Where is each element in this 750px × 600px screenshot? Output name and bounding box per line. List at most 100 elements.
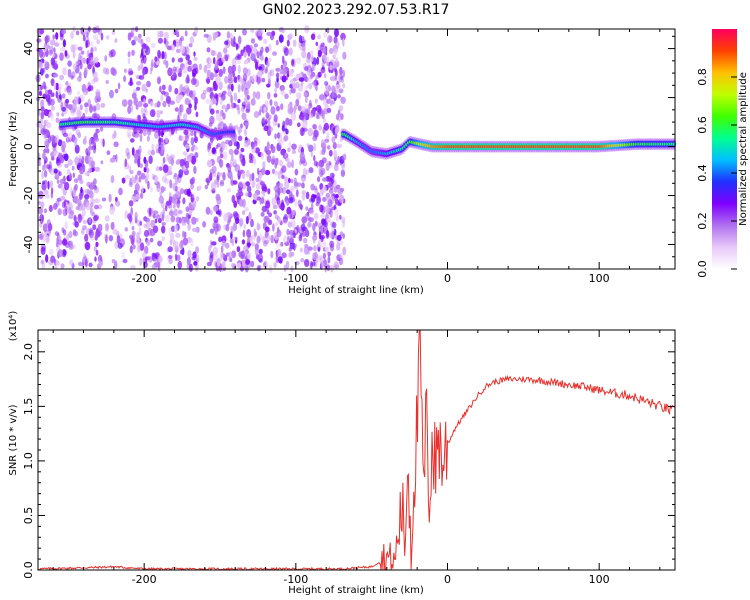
spectrogram-cell xyxy=(202,89,207,95)
spectrogram-cell xyxy=(341,216,346,224)
spectrogram-cell xyxy=(185,206,190,212)
spectrogram-cell xyxy=(289,32,294,38)
spectrogram-cell xyxy=(321,62,325,68)
spectrogram-cell xyxy=(205,206,211,215)
spectrogram-cell xyxy=(158,195,165,204)
spectrogram-cell xyxy=(62,208,68,217)
spectrogram-cell xyxy=(173,65,176,72)
spectrogram-cell xyxy=(40,111,45,120)
spectrogram-cell xyxy=(53,203,58,210)
spectrogram-cell xyxy=(130,235,136,245)
spectrogram-cell xyxy=(203,65,208,73)
y-tick-label: 0.5 xyxy=(22,507,35,525)
spectrogram-cell xyxy=(135,194,141,201)
spectrogram-cell xyxy=(56,162,63,168)
spectrogram-cell xyxy=(312,234,318,241)
spectrogram-cell xyxy=(45,63,48,69)
spectrogram-cell xyxy=(41,164,46,171)
spectrogram-cell xyxy=(165,214,170,223)
y-tick-label: -20 xyxy=(22,187,35,205)
spectrogram-cell xyxy=(280,28,286,34)
spectrogram-cell xyxy=(211,241,217,246)
spectrogram-cell xyxy=(175,48,181,54)
spectrogram-cell xyxy=(331,91,335,100)
spectrogram-cell xyxy=(161,236,166,242)
x-tick-label: -200 xyxy=(132,272,157,285)
spectrogram-cell xyxy=(209,172,213,181)
spectrogram-cell xyxy=(175,160,180,165)
spectrogram-cell xyxy=(309,198,314,203)
spectrogram-cell xyxy=(292,230,296,239)
spectrogram-cell xyxy=(265,66,269,71)
spectrogram-cell xyxy=(170,232,175,242)
spectrogram-cell xyxy=(182,113,188,120)
spectrogram-cell xyxy=(312,124,317,130)
spectrogram-cell xyxy=(60,46,66,52)
spectrogram-cell xyxy=(63,153,69,162)
spectrogram-cell xyxy=(74,144,80,154)
spectrogram-cell xyxy=(90,235,94,242)
spectrogram-cell xyxy=(138,175,142,183)
spectrogram-cell xyxy=(131,49,135,56)
spectrogram-cell xyxy=(244,122,249,128)
spectrogram-cell xyxy=(92,113,97,118)
spectrogram-cell xyxy=(329,208,333,218)
spectrogram-cell xyxy=(326,218,331,223)
spectrogram-cell xyxy=(62,229,67,236)
spectrogram-cell xyxy=(58,83,63,90)
spectrogram-cell xyxy=(131,39,136,46)
spectrogram-cell xyxy=(55,117,60,123)
spectrogram-cell xyxy=(81,155,85,165)
spectrogram-cell xyxy=(62,249,67,256)
spectrogram-cell xyxy=(67,88,73,96)
spectrogram-cell xyxy=(61,93,66,99)
spectrogram-cell xyxy=(51,92,55,97)
spectrogram-cell xyxy=(212,73,218,78)
spectrogram-cell xyxy=(219,97,223,105)
spectrogram-cell xyxy=(43,60,48,68)
spectrogram-cell xyxy=(270,234,275,244)
spectrogram-cell xyxy=(256,76,261,85)
spectrogram-cell xyxy=(219,159,224,168)
spectrogram-cell xyxy=(42,237,46,243)
spectrogram-cell xyxy=(84,233,89,242)
spectrogram-cell xyxy=(246,252,251,259)
spectrogram-cell xyxy=(170,74,177,81)
spectrogram-cell xyxy=(226,31,231,39)
spectrogram-cell xyxy=(154,130,159,139)
spectrogram-cell xyxy=(84,67,88,76)
spectrogram-cell xyxy=(185,134,189,142)
spectrogram-cell xyxy=(333,163,339,172)
spectrogram-cell xyxy=(213,216,219,224)
spectrogram-cell xyxy=(124,210,128,220)
spectrogram-cell xyxy=(38,118,44,125)
y-tick-label: 1.5 xyxy=(22,398,35,416)
spectrogram-cell xyxy=(243,140,250,148)
spectrogram-cell xyxy=(329,65,333,71)
y-tick-label: 1.0 xyxy=(22,452,35,470)
spectrogram-cell xyxy=(282,235,288,244)
spectrogram-cell xyxy=(342,51,347,60)
spectrogram-cell xyxy=(194,96,198,105)
spectrogram-cell xyxy=(145,239,151,246)
spectrogram-cell xyxy=(341,220,346,228)
spectrogram-cell xyxy=(109,206,115,215)
y-tick-label: 40 xyxy=(22,42,35,56)
spectrogram-cell xyxy=(139,163,143,169)
spectrogram-cell xyxy=(40,201,45,209)
spectrogram-cell xyxy=(83,90,88,96)
spectrogram-cell xyxy=(317,49,322,57)
spectrogram-cell xyxy=(181,135,187,142)
spectrogram-cell xyxy=(172,194,178,200)
spectrogram-ridge xyxy=(58,116,677,160)
spectrogram-cell xyxy=(59,178,66,185)
spectrogram-cell xyxy=(96,113,100,120)
spectrogram-cell xyxy=(108,193,112,203)
spectrogram-cell xyxy=(263,125,269,131)
spectrogram-cell xyxy=(89,189,93,198)
spectrogram-cell xyxy=(147,128,152,136)
spectrogram-cell xyxy=(62,132,68,138)
spectrogram-cell xyxy=(48,111,53,118)
spectrogram-cell xyxy=(195,246,200,254)
spectrogram-cell xyxy=(176,254,181,261)
